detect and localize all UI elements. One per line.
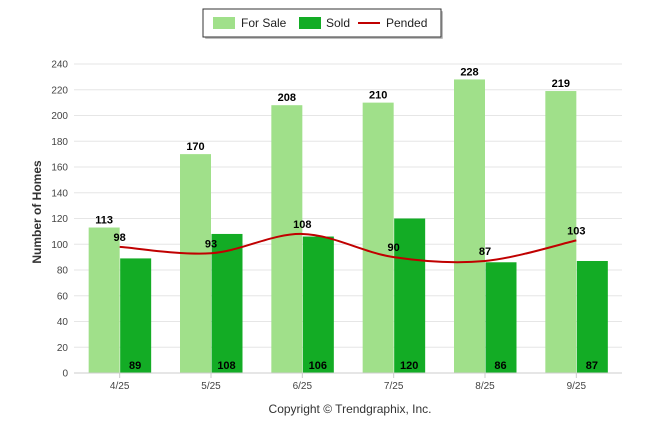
x-tick-label: 9/25 [567, 381, 587, 392]
data-label-pended: 87 [479, 246, 491, 258]
x-tick-label: 7/25 [384, 381, 404, 392]
bar-sold [394, 218, 426, 373]
data-label-pended: 103 [567, 225, 585, 237]
data-label-pended: 98 [114, 232, 126, 244]
legend-label-pended: Pended [386, 16, 427, 30]
bar-for-sale [545, 91, 577, 373]
y-tick-label: 100 [51, 240, 68, 251]
y-tick-label: 180 [51, 137, 68, 148]
data-label-pended: 90 [388, 242, 400, 254]
legend-swatch-sold [299, 17, 321, 29]
bar-for-sale [88, 227, 120, 373]
legend-label-sold: Sold [326, 16, 350, 30]
bar-for-sale [180, 154, 211, 373]
data-label-sold: 89 [129, 360, 141, 372]
bar-sold [120, 258, 152, 373]
data-label-sold: 120 [400, 360, 418, 372]
bar-sold [302, 236, 334, 373]
pended-series [119, 232, 577, 264]
bar-sold [576, 260, 608, 373]
data-label-pended: 93 [205, 238, 217, 250]
legend: For Sale Sold Pended [202, 8, 443, 39]
data-label-for-sale: 228 [460, 66, 478, 78]
y-tick-label: 60 [57, 291, 69, 302]
y-tick-label: 40 [57, 317, 69, 328]
bar-sold [485, 262, 517, 373]
data-label-sold: 87 [586, 360, 598, 372]
y-tick-label: 220 [51, 85, 68, 96]
bar-for-sale [362, 102, 394, 373]
data-label-for-sale: 113 [95, 215, 113, 227]
data-labels: 113 89 170 108 208 106 210 120 228 86 219 87 98 93 108… [95, 66, 598, 372]
x-axis-ticks: 4/25 5/25 6/25 7/25 8/25 9/25 [110, 373, 587, 392]
data-label-for-sale: 219 [552, 78, 570, 90]
x-tick-label: 8/25 [475, 381, 495, 392]
data-label-for-sale: 170 [186, 141, 204, 153]
bar-sold [211, 233, 243, 373]
data-label-sold: 106 [309, 360, 327, 372]
legend-label-for-sale: For Sale [241, 16, 287, 30]
y-tick-label: 240 [51, 60, 68, 71]
y-axis-ticks: 0 20 40 60 80 100 120 140 160 180 200 220 240 [51, 60, 68, 380]
y-tick-label: 80 [57, 266, 69, 277]
data-label-sold: 108 [217, 360, 235, 372]
data-label-for-sale: 210 [369, 90, 387, 102]
legend-swatch-for-sale [213, 17, 235, 29]
y-tick-label: 120 [51, 214, 68, 225]
grid-lines [74, 63, 622, 348]
data-label-for-sale: 208 [278, 92, 296, 104]
y-tick-label: 20 [57, 343, 69, 354]
bars [88, 79, 608, 373]
x-tick-label: 6/25 [293, 381, 313, 392]
copyright-text: Copyright © Trendgraphix, Inc. [269, 402, 432, 416]
data-label-sold: 86 [494, 360, 506, 372]
data-label-pended: 108 [293, 219, 311, 231]
bar-for-sale [271, 105, 303, 373]
y-tick-label: 160 [51, 163, 68, 174]
y-tick-label: 0 [62, 369, 68, 380]
y-tick-label: 200 [51, 111, 68, 122]
y-tick-label: 140 [51, 188, 68, 199]
bar-for-sale [454, 79, 485, 373]
pended-line [119, 232, 577, 264]
y-axis-label: Number of Homes [30, 160, 44, 264]
x-tick-label: 5/25 [201, 381, 221, 392]
x-tick-label: 4/25 [110, 381, 130, 392]
